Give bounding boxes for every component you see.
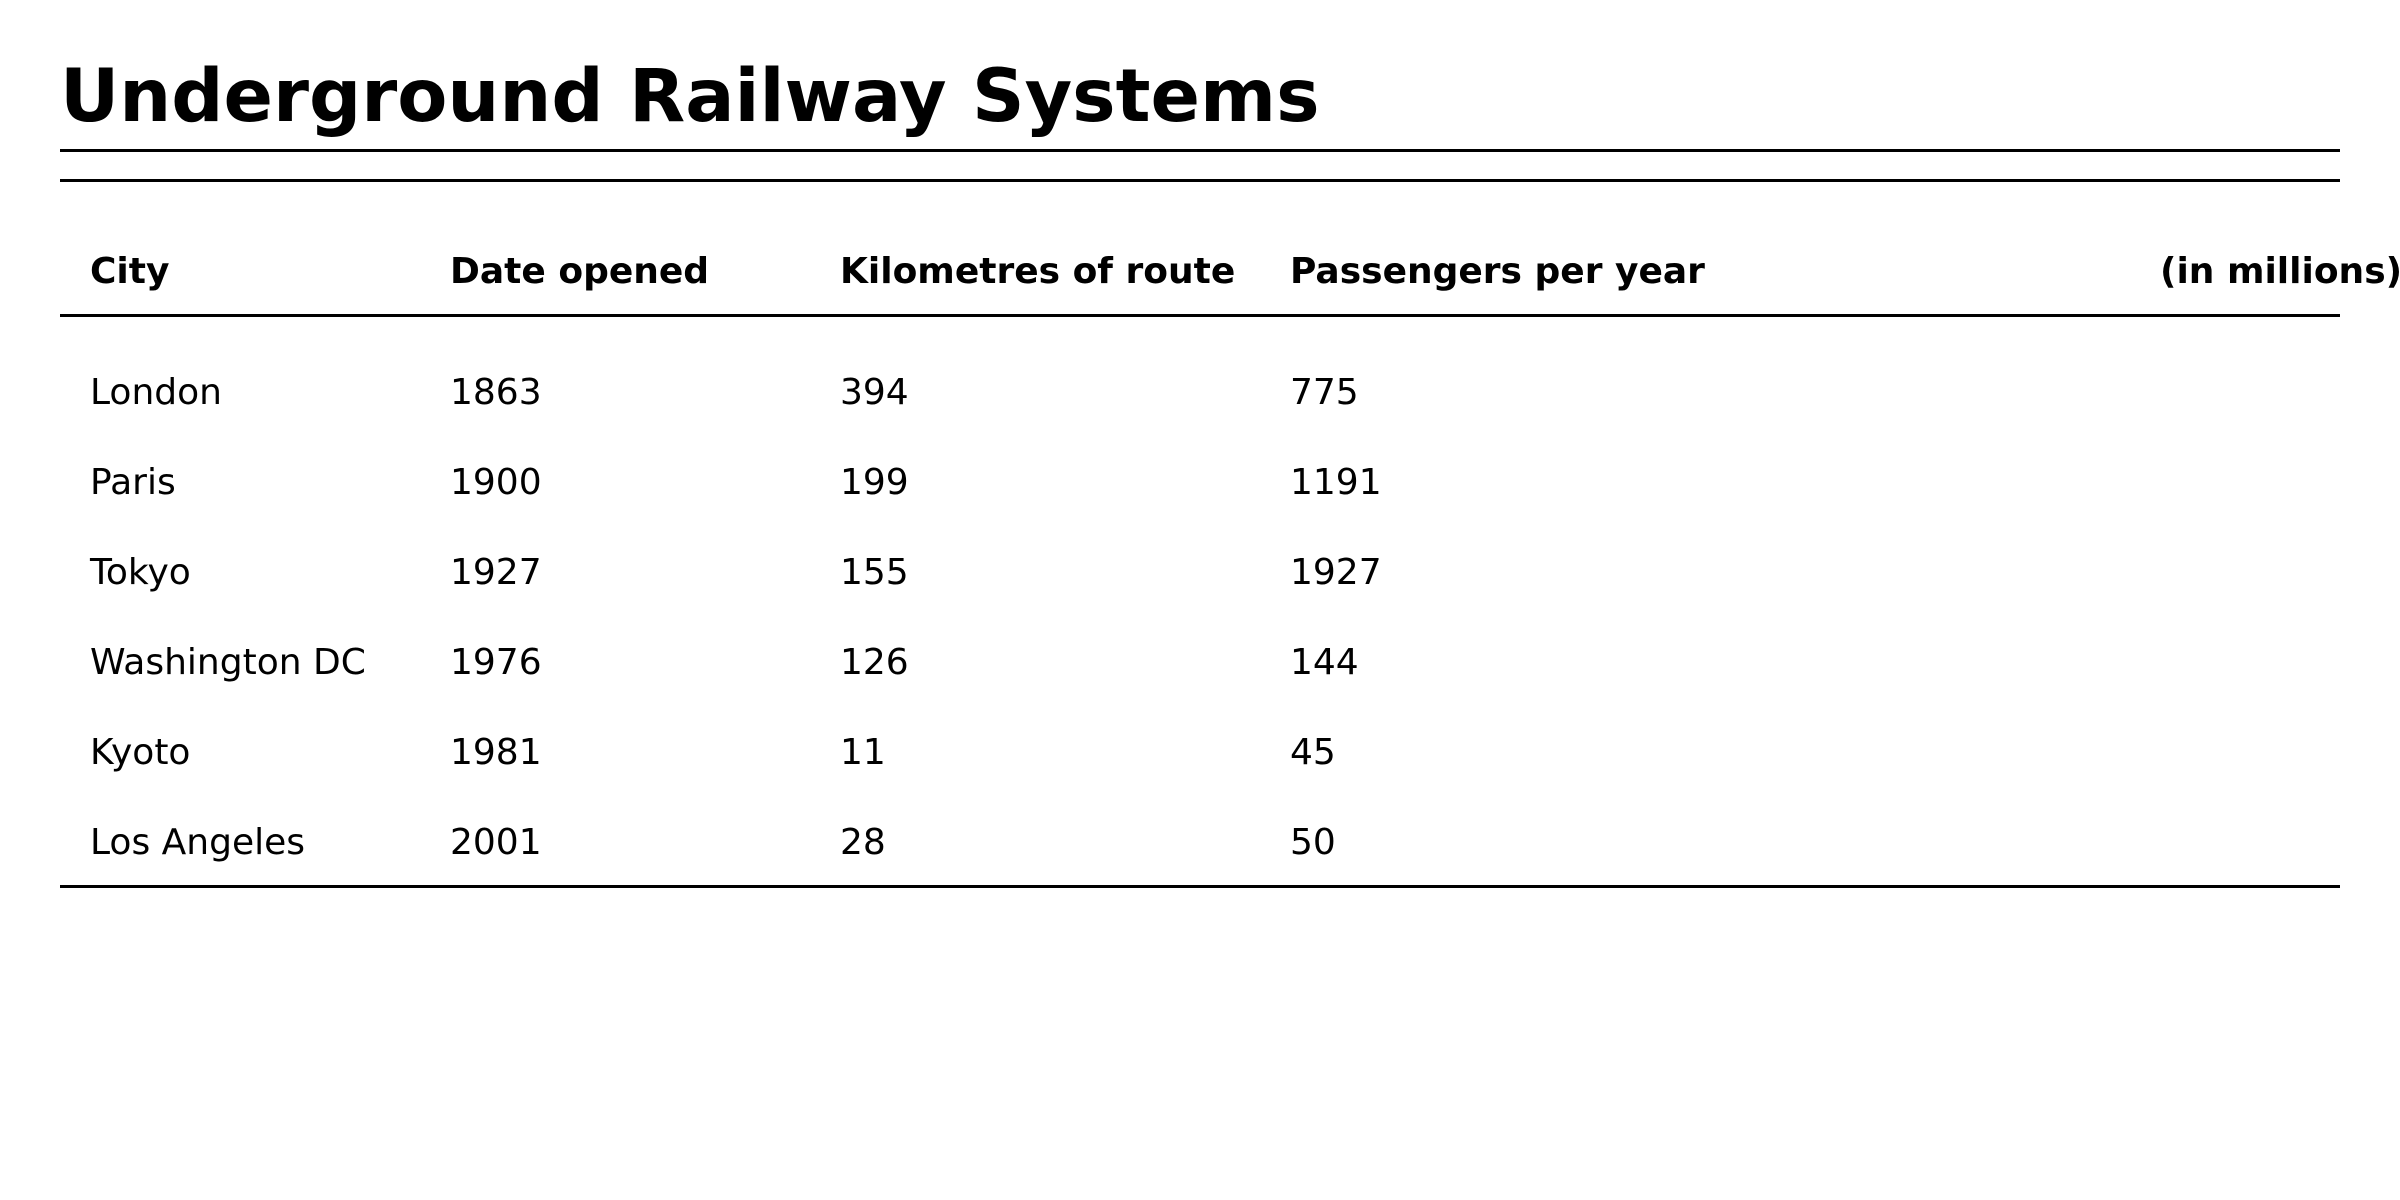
cell-city: Kyoto <box>90 732 191 773</box>
cell-date-opened: 1927 <box>450 552 542 593</box>
table-bottom-rule <box>60 885 2340 888</box>
column-header-date-opened: Date opened <box>450 251 710 292</box>
cell-kilometres: 199 <box>840 462 909 503</box>
page-title: Underground Railway Systems <box>60 54 1320 139</box>
cell-date-opened: 1976 <box>450 642 542 683</box>
table-header-row: City Date opened Kilometres of route Pas… <box>60 250 2400 294</box>
column-header-kilometres: Kilometres of route <box>840 251 1236 292</box>
table-row: Tokyo 1927 155 1927 <box>60 551 2340 595</box>
column-header-in-millions: (in millions) <box>2160 251 2400 292</box>
cell-date-opened: 2001 <box>450 822 542 863</box>
table-row: Paris 1900 199 1191 <box>60 461 2340 505</box>
cell-city: Los Angeles <box>90 822 305 863</box>
cell-kilometres: 155 <box>840 552 909 593</box>
cell-city: Washington DC <box>90 642 366 683</box>
cell-passengers: 775 <box>1290 372 1359 413</box>
cell-kilometres: 126 <box>840 642 909 683</box>
table-row: Los Angeles 2001 28 50 <box>60 821 2340 865</box>
title-rule-bottom <box>60 179 2340 182</box>
table-page: Underground Railway Systems City Date op… <box>60 0 2400 1200</box>
cell-city: Paris <box>90 462 176 503</box>
cell-kilometres: 394 <box>840 372 909 413</box>
cell-city: Tokyo <box>90 552 191 593</box>
cell-kilometres: 11 <box>840 732 886 773</box>
cell-passengers: 50 <box>1290 822 1336 863</box>
cell-kilometres: 28 <box>840 822 886 863</box>
cell-passengers: 45 <box>1290 732 1336 773</box>
table-row: Kyoto 1981 11 45 <box>60 731 2340 775</box>
column-header-passengers: Passengers per year <box>1290 251 1705 292</box>
cell-passengers: 1191 <box>1290 462 1382 503</box>
table-row: London 1863 394 775 <box>60 371 2340 415</box>
title-rule-top <box>60 149 2340 152</box>
cell-passengers: 144 <box>1290 642 1359 683</box>
table-row: Washington DC 1976 126 144 <box>60 641 2340 685</box>
cell-city: London <box>90 372 222 413</box>
cell-passengers: 1927 <box>1290 552 1382 593</box>
cell-date-opened: 1863 <box>450 372 542 413</box>
column-header-city: City <box>90 251 170 292</box>
cell-date-opened: 1981 <box>450 732 542 773</box>
header-rule <box>60 314 2340 317</box>
cell-date-opened: 1900 <box>450 462 542 503</box>
